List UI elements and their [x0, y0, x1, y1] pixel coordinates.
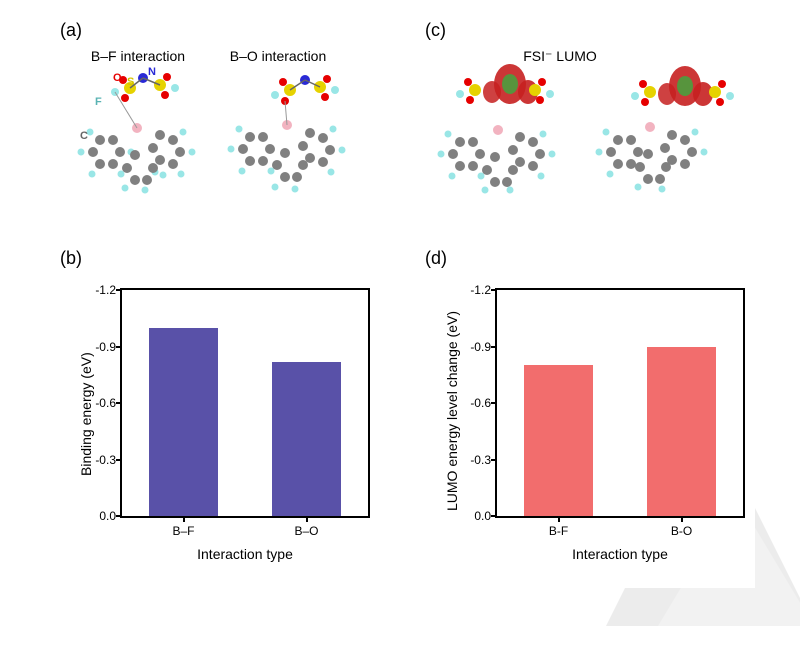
- chart-b-ylabel: Binding energy (eV): [78, 316, 94, 476]
- panel-b-label: (b): [60, 248, 82, 269]
- ytick-label: -1.2: [470, 283, 497, 297]
- chart-d: LUMO energy level change (eV) 0.0-0.3-0.…: [425, 278, 755, 588]
- panel-a-label: (a): [60, 20, 82, 41]
- chart-d-plot-area: 0.0-0.3-0.6-0.9-1.2B-FB-O: [495, 288, 745, 518]
- chart-d-ylabel: LUMO energy level change (eV): [444, 281, 460, 511]
- molecule-lumo-bo: [590, 62, 750, 202]
- chart-b-plot-area: 0.0-0.3-0.6-0.9-1.2B–FB–O: [120, 288, 370, 518]
- ytick-label: 0.0: [99, 509, 122, 523]
- xtick-label: B–O: [294, 524, 318, 538]
- xtick-mark: [681, 516, 683, 522]
- panel-c-label: (c): [425, 20, 446, 41]
- ytick-label: 0.0: [474, 509, 497, 523]
- ytick-label: -1.2: [95, 283, 122, 297]
- molecule-bo: [215, 65, 365, 200]
- ytick-label: -0.3: [95, 453, 122, 467]
- atom-label-n: N: [148, 66, 156, 78]
- ytick-label: -0.6: [470, 396, 497, 410]
- xtick-label: B-F: [549, 524, 568, 538]
- bar: [149, 328, 218, 516]
- ytick-label: -0.6: [95, 396, 122, 410]
- bar: [524, 365, 593, 516]
- atom-label-c: C: [80, 130, 88, 142]
- chart-d-xlabel: Interaction type: [495, 546, 745, 562]
- panel-d-label: (d): [425, 248, 447, 269]
- chart-b-xlabel: Interaction type: [120, 546, 370, 562]
- xtick-mark: [306, 516, 308, 522]
- xtick-label: B-O: [671, 524, 692, 538]
- bar: [647, 347, 716, 517]
- atom-label-s: S: [127, 76, 134, 88]
- molecule-lumo-bf: [420, 62, 580, 202]
- ytick-label: -0.3: [470, 453, 497, 467]
- atom-label-o: O: [113, 72, 122, 84]
- atom-label-f: F: [95, 96, 102, 108]
- xtick-mark: [183, 516, 185, 522]
- xtick-mark: [558, 516, 560, 522]
- chart-b: Binding energy (eV) 0.0-0.3-0.6-0.9-1.2B…: [60, 278, 380, 588]
- ytick-label: -0.9: [95, 340, 122, 354]
- bar: [272, 362, 341, 516]
- xtick-label: B–F: [172, 524, 194, 538]
- ytick-label: -0.9: [470, 340, 497, 354]
- bo-interaction-title: B–O interaction: [218, 48, 338, 64]
